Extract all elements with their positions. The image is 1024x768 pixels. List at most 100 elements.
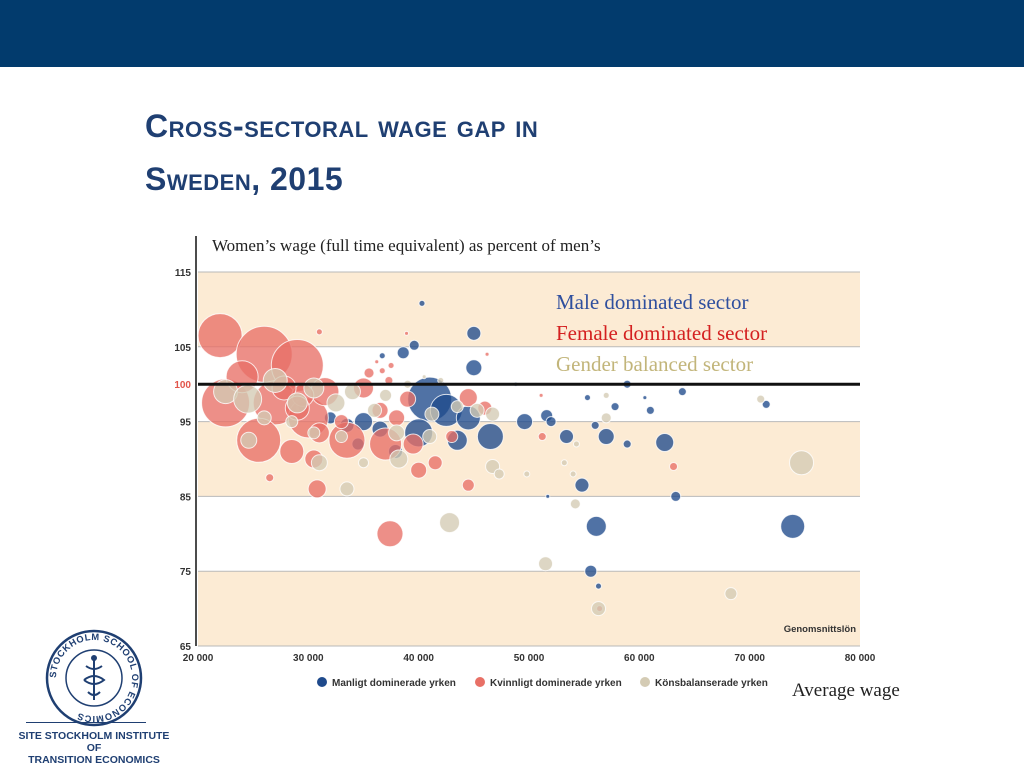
bubble-s2-p5: [326, 393, 346, 413]
bubble-s1-p27: [427, 455, 443, 471]
y-tick-label-5: 75: [180, 567, 192, 578]
y-tick-label-3: 95: [180, 418, 192, 429]
bubble-s1-p22: [307, 479, 327, 499]
top-banner: [0, 0, 1024, 67]
bubble-s0-p4: [378, 352, 386, 360]
bubble-s0-p24: [622, 439, 632, 449]
bubble-s1-p11: [279, 439, 305, 465]
bubble-s2-p39: [756, 394, 766, 404]
bubble-s1-p31: [378, 367, 386, 375]
bubble-s0-p29: [583, 394, 591, 402]
chart-bubbles: [197, 299, 815, 617]
bubble-s2-p17: [493, 468, 505, 480]
bubble-s2-p18: [439, 512, 461, 534]
bubble-s0-p35: [595, 582, 603, 590]
bubble-s0-p3: [408, 339, 420, 351]
bubble-s1-p42: [669, 461, 679, 471]
average-label: Genomsnittslön: [784, 624, 857, 635]
bubble-s0-p37: [780, 513, 806, 539]
bubble-s2-p21: [256, 410, 272, 426]
bubble-s1-p28: [410, 461, 428, 479]
bubble-s1-p18: [399, 390, 417, 408]
institute-line-1: SITE STOCKHOLM INSTITUTE OF: [18, 730, 170, 754]
bubble-s2-p29: [421, 374, 427, 380]
bubble-s2-p40: [523, 470, 531, 478]
bubble-s2-p20: [310, 454, 328, 472]
y-tick-label-6: 65: [180, 642, 192, 653]
bubble-s2-p33: [569, 498, 581, 510]
bubble-s2-p36: [591, 601, 607, 617]
bubble-s1-p40: [538, 392, 544, 398]
bubble-s2-p2: [262, 367, 288, 393]
bubble-s2-p8: [379, 388, 393, 402]
institute-line-2: TRANSITION ECONOMICS: [28, 754, 160, 766]
bubble-s0-p25: [645, 405, 655, 415]
bubble-s0-p1: [466, 325, 482, 341]
band-2: [198, 272, 860, 347]
inner-legend-marker-1: [475, 677, 485, 687]
x-tick-label-6: 80 000: [845, 653, 876, 664]
y-tick-label-2: 100: [174, 380, 191, 391]
bubble-s1-p20: [388, 409, 406, 427]
slide-title: Cross-sectoral wage gap in Sweden, 2015: [145, 100, 538, 206]
bubble-s1-p39: [484, 351, 490, 357]
bubble-s0-p19: [545, 416, 557, 428]
bubble-s1-p0: [197, 313, 243, 359]
bubble-s0-p17: [516, 413, 534, 431]
bubble-s2-p3: [286, 392, 308, 414]
x-tick-label-0: 20 000: [183, 653, 214, 664]
bubble-s1-p26: [461, 478, 475, 492]
institute-divider: [26, 722, 146, 723]
bubble-s2-p41: [572, 440, 580, 448]
x-tick-label-5: 70 000: [734, 653, 765, 664]
bubble-s2-p4: [303, 377, 325, 399]
inner-legend-marker-2: [640, 677, 650, 687]
y-tick-label-4: 85: [180, 492, 192, 503]
inner-legend-marker-0: [317, 677, 327, 687]
legend-gender-balanced: Gender balanced sector: [556, 352, 754, 376]
inner-legend-label-0: Manligt dominerade yrken: [332, 678, 456, 689]
bubble-s1-p7: [328, 421, 366, 459]
bubble-s0-p28: [677, 387, 687, 397]
x-axis-caption: Average wage: [792, 680, 900, 701]
bubble-s0-p26: [655, 433, 675, 453]
bubble-s0-p0: [418, 299, 426, 307]
bubble-s0-p36: [670, 490, 682, 502]
bubble-s2-p9: [388, 424, 406, 442]
bubble-s2-p25: [358, 457, 369, 469]
y-tick-label-1: 105: [174, 343, 191, 354]
legend-female-dominated: Female dominated sector: [556, 321, 768, 345]
bubble-s1-p32: [387, 362, 395, 369]
chart-subtitle: Women’s wage (full time equivalent) as p…: [212, 236, 601, 255]
bubble-s2-p34: [600, 412, 612, 424]
bubble-s0-p20: [559, 429, 575, 445]
institute-name: SITE STOCKHOLM INSTITUTE OF TRANSITION E…: [14, 730, 174, 766]
bubble-s0-p34: [584, 564, 598, 578]
inner-legend-label-2: Könsbalanserade yrken: [655, 678, 768, 689]
bubble-s1-p25: [445, 430, 459, 444]
bubble-s2-p30: [538, 556, 554, 572]
x-tick-label-2: 40 000: [403, 653, 434, 664]
bubble-s0-p38: [545, 493, 551, 499]
bubble-s0-p10: [476, 423, 504, 451]
bubble-s2-p7: [367, 402, 383, 418]
legend-male-dominated: Male dominated sector: [556, 290, 749, 314]
band-0: [198, 571, 860, 646]
bubble-s0-p32: [574, 477, 590, 493]
bubble-s1-p36: [315, 328, 323, 336]
bubble-s0-p33: [585, 515, 607, 537]
bubble-s2-p12: [424, 406, 440, 422]
bubble-s2-p31: [560, 459, 568, 467]
bubble-s2-p14: [469, 402, 485, 418]
chart-axes: [195, 236, 860, 646]
bubble-s1-p21: [376, 520, 404, 548]
x-tick-label-3: 50 000: [514, 653, 545, 664]
bubble-s1-p17: [402, 433, 424, 455]
bubble-s2-p23: [307, 426, 321, 440]
bubble-s2-p13: [450, 400, 464, 414]
sse-logo: STOCKHOLM SCHOOL OF ECONOMICS: [45, 629, 143, 727]
bubble-s2-p28: [437, 376, 445, 384]
bubble-s2-p24: [334, 430, 348, 444]
